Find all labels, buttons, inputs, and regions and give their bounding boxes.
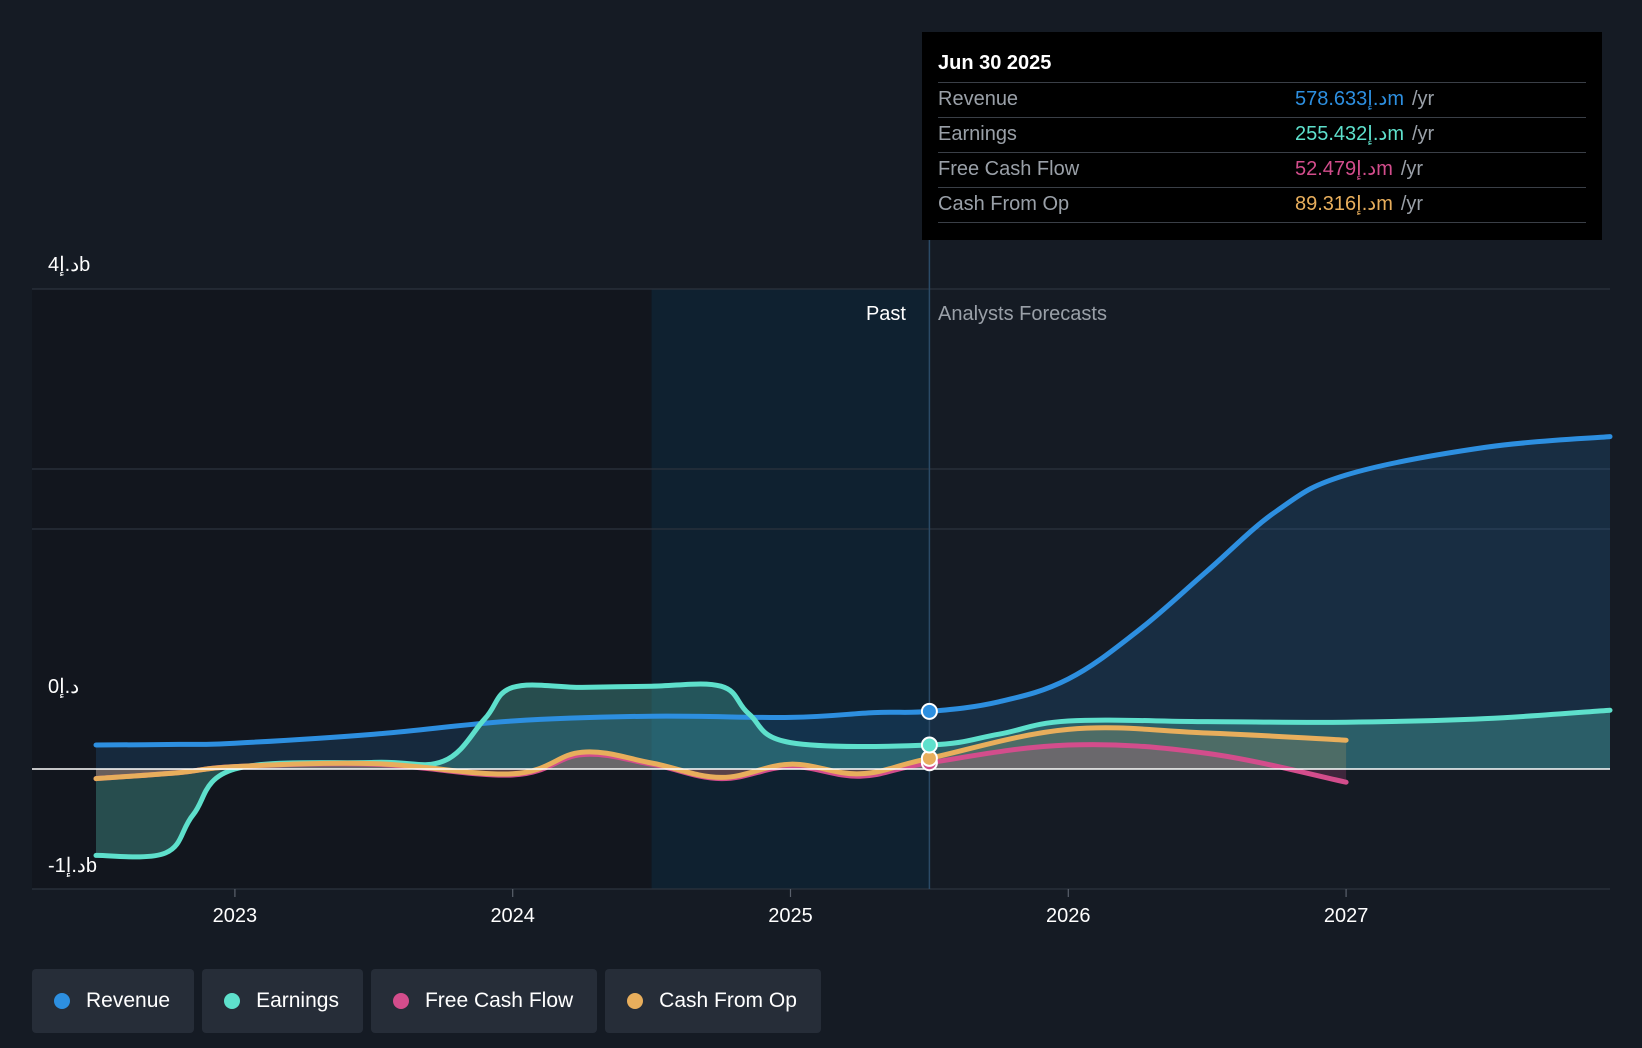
tooltip: Jun 30 2025 Revenue 578.633د.إm /yr Earn… bbox=[922, 32, 1602, 240]
tooltip-unit: /yr bbox=[1400, 158, 1424, 180]
x-tick-label: 2025 bbox=[768, 905, 813, 927]
legend-label: Revenue bbox=[86, 989, 171, 1012]
revenue-marker[interactable] bbox=[920, 702, 938, 720]
revenue-area bbox=[96, 436, 1610, 769]
y-label-zero: 0د.إ bbox=[48, 676, 79, 699]
tooltip-unit: /yr bbox=[1412, 88, 1435, 110]
x-tick-label: 2024 bbox=[490, 905, 535, 927]
tooltip-name: Free Cash Flow bbox=[938, 158, 1080, 180]
earnings-dot-icon bbox=[224, 993, 241, 1009]
tooltip-row-revenue: Revenue 578.633د.إm /yr bbox=[938, 83, 1586, 118]
earnings-area bbox=[96, 683, 1610, 857]
tooltip-row-earnings: Earnings 255.432د.إm /yr bbox=[938, 118, 1586, 153]
earnings-marker[interactable] bbox=[920, 736, 938, 754]
x-tick-label: 2023 bbox=[213, 905, 258, 927]
legend-item-earnings[interactable]: Earnings bbox=[202, 969, 363, 1033]
revenue-dot-icon bbox=[54, 993, 70, 1009]
forecast-label: Analysts Forecasts bbox=[938, 303, 1107, 325]
fcf-area bbox=[96, 744, 1347, 783]
cfo-line bbox=[93, 725, 1349, 782]
tooltip-value: 89.316د.إm bbox=[1295, 193, 1393, 215]
legend: Revenue Earnings Free Cash Flow Cash Fro… bbox=[32, 969, 821, 1033]
legend-label: Cash From Op bbox=[659, 989, 797, 1012]
tooltip-value: 578.633د.إm bbox=[1295, 88, 1404, 110]
legend-item-free-cash-flow[interactable]: Free Cash Flow bbox=[370, 969, 598, 1033]
tooltip-unit: /yr bbox=[1412, 123, 1435, 145]
tooltip-row-free-cash-flow: Free Cash Flow 52.479د.إm /yr bbox=[938, 153, 1586, 188]
x-tick-label: 2027 bbox=[1324, 905, 1369, 927]
cash-from-op-dot-icon bbox=[627, 993, 644, 1009]
tooltip-name: Revenue bbox=[938, 88, 1019, 110]
tooltip-name: Cash From Op bbox=[938, 193, 1070, 215]
legend-label: Free Cash Flow bbox=[424, 989, 574, 1012]
tooltip-row-cash-from-op: Cash From Op 89.316د.إm /yr bbox=[938, 188, 1586, 223]
tooltip-name: Earnings bbox=[938, 123, 1017, 145]
tooltip-value: 52.479د.إm bbox=[1295, 158, 1393, 180]
legend-label: Earnings bbox=[256, 989, 339, 1012]
tooltip-value: 255.432د.إm bbox=[1295, 123, 1404, 145]
free-cash-flow-dot-icon bbox=[392, 993, 409, 1009]
legend-item-revenue[interactable]: Revenue bbox=[32, 969, 195, 1033]
x-tick-label: 2026 bbox=[1046, 905, 1091, 927]
past-highlight-region bbox=[651, 289, 930, 889]
tooltip-date: Jun 30 2025 bbox=[938, 48, 1586, 83]
legend-item-cash-from-op[interactable]: Cash From Op bbox=[605, 969, 821, 1033]
past-label: Past bbox=[866, 303, 906, 325]
y-label-bottom: -1د.إb bbox=[48, 855, 97, 878]
y-label-top: 4د.إb bbox=[48, 254, 90, 277]
chart: 4د.إb 0د.إ -1د.إb Past Analysts Forecast… bbox=[32, 240, 1613, 927]
tooltip-unit: /yr bbox=[1400, 193, 1424, 215]
